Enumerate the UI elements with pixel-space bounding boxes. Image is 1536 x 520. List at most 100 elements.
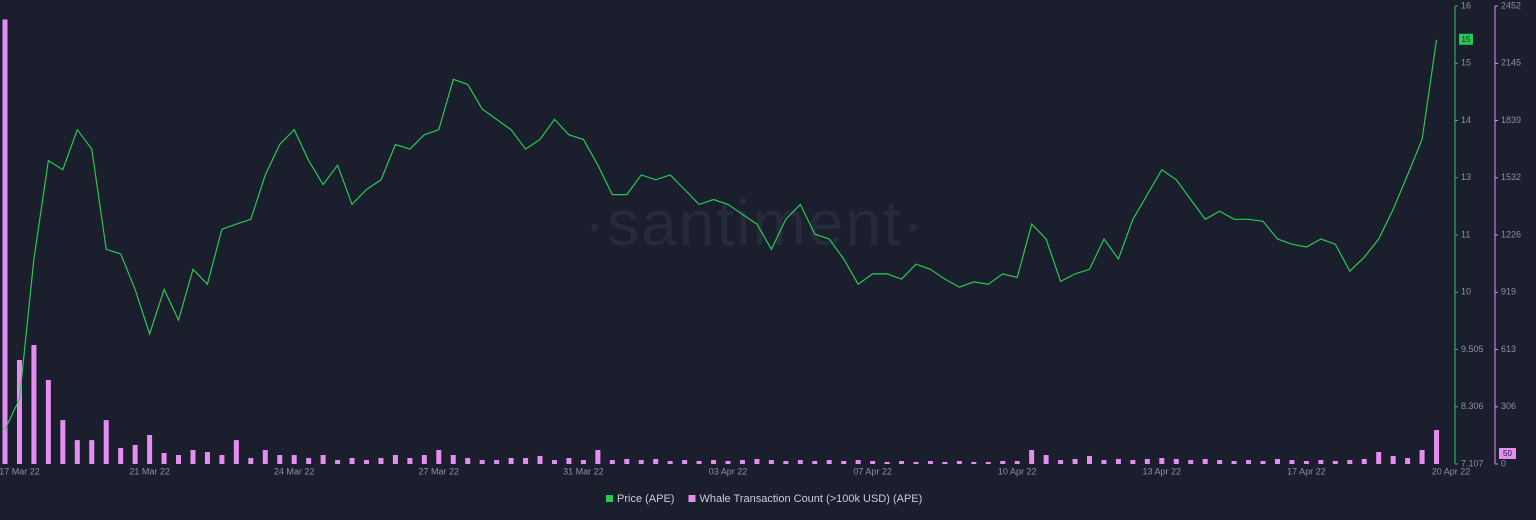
legend-label: Whale Transaction Count (>100k USD) (APE…: [699, 493, 922, 505]
x-tick-label: 17 Mar 22: [0, 466, 40, 476]
y-tick-label: 15: [1461, 58, 1471, 68]
bar: [1000, 461, 1006, 464]
bar: [956, 461, 962, 464]
bar: [768, 460, 774, 464]
bar: [1361, 458, 1367, 464]
bar: [364, 460, 369, 464]
bar: [1072, 458, 1078, 464]
bar: [147, 435, 153, 464]
bar: [913, 461, 919, 464]
x-tick-label: 27 Mar 22: [419, 466, 460, 476]
bar: [1390, 455, 1396, 464]
bar: [436, 449, 442, 464]
bar: [219, 455, 225, 464]
bar: [1173, 458, 1179, 464]
bar: [1130, 460, 1136, 464]
bar: [1115, 458, 1121, 464]
bar: [624, 458, 630, 464]
bar: [16, 359, 22, 464]
watermark: ·santiment·: [584, 187, 926, 259]
bar: [1274, 458, 1280, 464]
bar: [1014, 461, 1020, 464]
y2-tick-label: 613: [1501, 344, 1516, 354]
bar: [1159, 458, 1165, 464]
bar: [306, 458, 312, 464]
bar: [1376, 452, 1382, 464]
bar: [132, 444, 138, 464]
bar: [190, 449, 196, 464]
bar: [2, 19, 8, 465]
x-tick-label: 24 Mar 22: [274, 466, 315, 476]
price-line: [4, 39, 1438, 430]
bar: [870, 461, 876, 464]
x-tick-label: 31 Mar 22: [563, 466, 604, 476]
y-tick-label: 16: [1461, 0, 1471, 10]
bar: [378, 458, 384, 464]
bar: [1231, 461, 1237, 464]
y-tick-label: 9.505: [1461, 344, 1484, 354]
x-tick-label: 21 Mar 22: [129, 466, 170, 476]
bar: [161, 452, 167, 464]
bar: [1087, 455, 1092, 464]
bar: [262, 449, 268, 464]
bar: [855, 460, 861, 464]
bar: [421, 455, 427, 464]
bar: [595, 449, 601, 464]
bar: [349, 458, 355, 464]
bar: [233, 440, 239, 464]
bar: [696, 461, 702, 464]
bar: [450, 455, 456, 464]
y2-tick-label: 306: [1501, 401, 1516, 411]
legend-swatch: [688, 495, 696, 502]
bar: [407, 458, 413, 464]
bar: [537, 455, 543, 464]
bar: [711, 460, 717, 464]
bar: [1332, 461, 1338, 464]
y2-tick-label: 1226: [1501, 229, 1521, 239]
bar: [1318, 460, 1324, 464]
bar: [1188, 460, 1194, 464]
bar: [580, 460, 586, 464]
bar: [739, 460, 745, 464]
bar: [927, 461, 933, 464]
bar: [392, 455, 398, 464]
bar: [277, 455, 283, 464]
bar: [1101, 460, 1107, 464]
bar: [682, 460, 688, 464]
bar: [494, 460, 500, 464]
bar: [335, 460, 341, 464]
bar: [667, 461, 673, 464]
y-tick-label: 11: [1461, 229, 1470, 239]
bar: [176, 455, 182, 464]
bar: [1246, 460, 1252, 464]
y-tick-label: 7.107: [1461, 458, 1484, 468]
bar: [204, 452, 210, 464]
x-tick-label: 20 Apr 22: [1432, 466, 1471, 476]
bar: [971, 461, 977, 464]
y2-tick-label: 919: [1501, 287, 1516, 297]
bar: [551, 460, 557, 464]
bar: [797, 460, 803, 464]
bar: [291, 455, 297, 464]
bar: [1058, 460, 1064, 464]
bar: [74, 440, 80, 464]
bar: [1043, 455, 1049, 464]
bar: [754, 458, 760, 464]
bar: [783, 461, 789, 464]
y-tick-label: 14: [1461, 115, 1471, 125]
bar: [1144, 458, 1150, 464]
bar: [1260, 461, 1266, 464]
y2-tick-label: 2145: [1501, 58, 1521, 68]
bar: [1289, 460, 1295, 464]
bar: [638, 460, 644, 464]
y2-tick-label: 2452: [1501, 0, 1521, 10]
bar: [1434, 430, 1440, 464]
y2-tick-label: 1532: [1501, 172, 1521, 182]
bar: [479, 460, 485, 464]
bar: [103, 420, 109, 464]
bar: [1347, 460, 1353, 464]
x-tick-label: 13 Apr 22: [1143, 466, 1182, 476]
bar: [566, 458, 572, 464]
y-tick-label: 8.306: [1461, 401, 1484, 411]
